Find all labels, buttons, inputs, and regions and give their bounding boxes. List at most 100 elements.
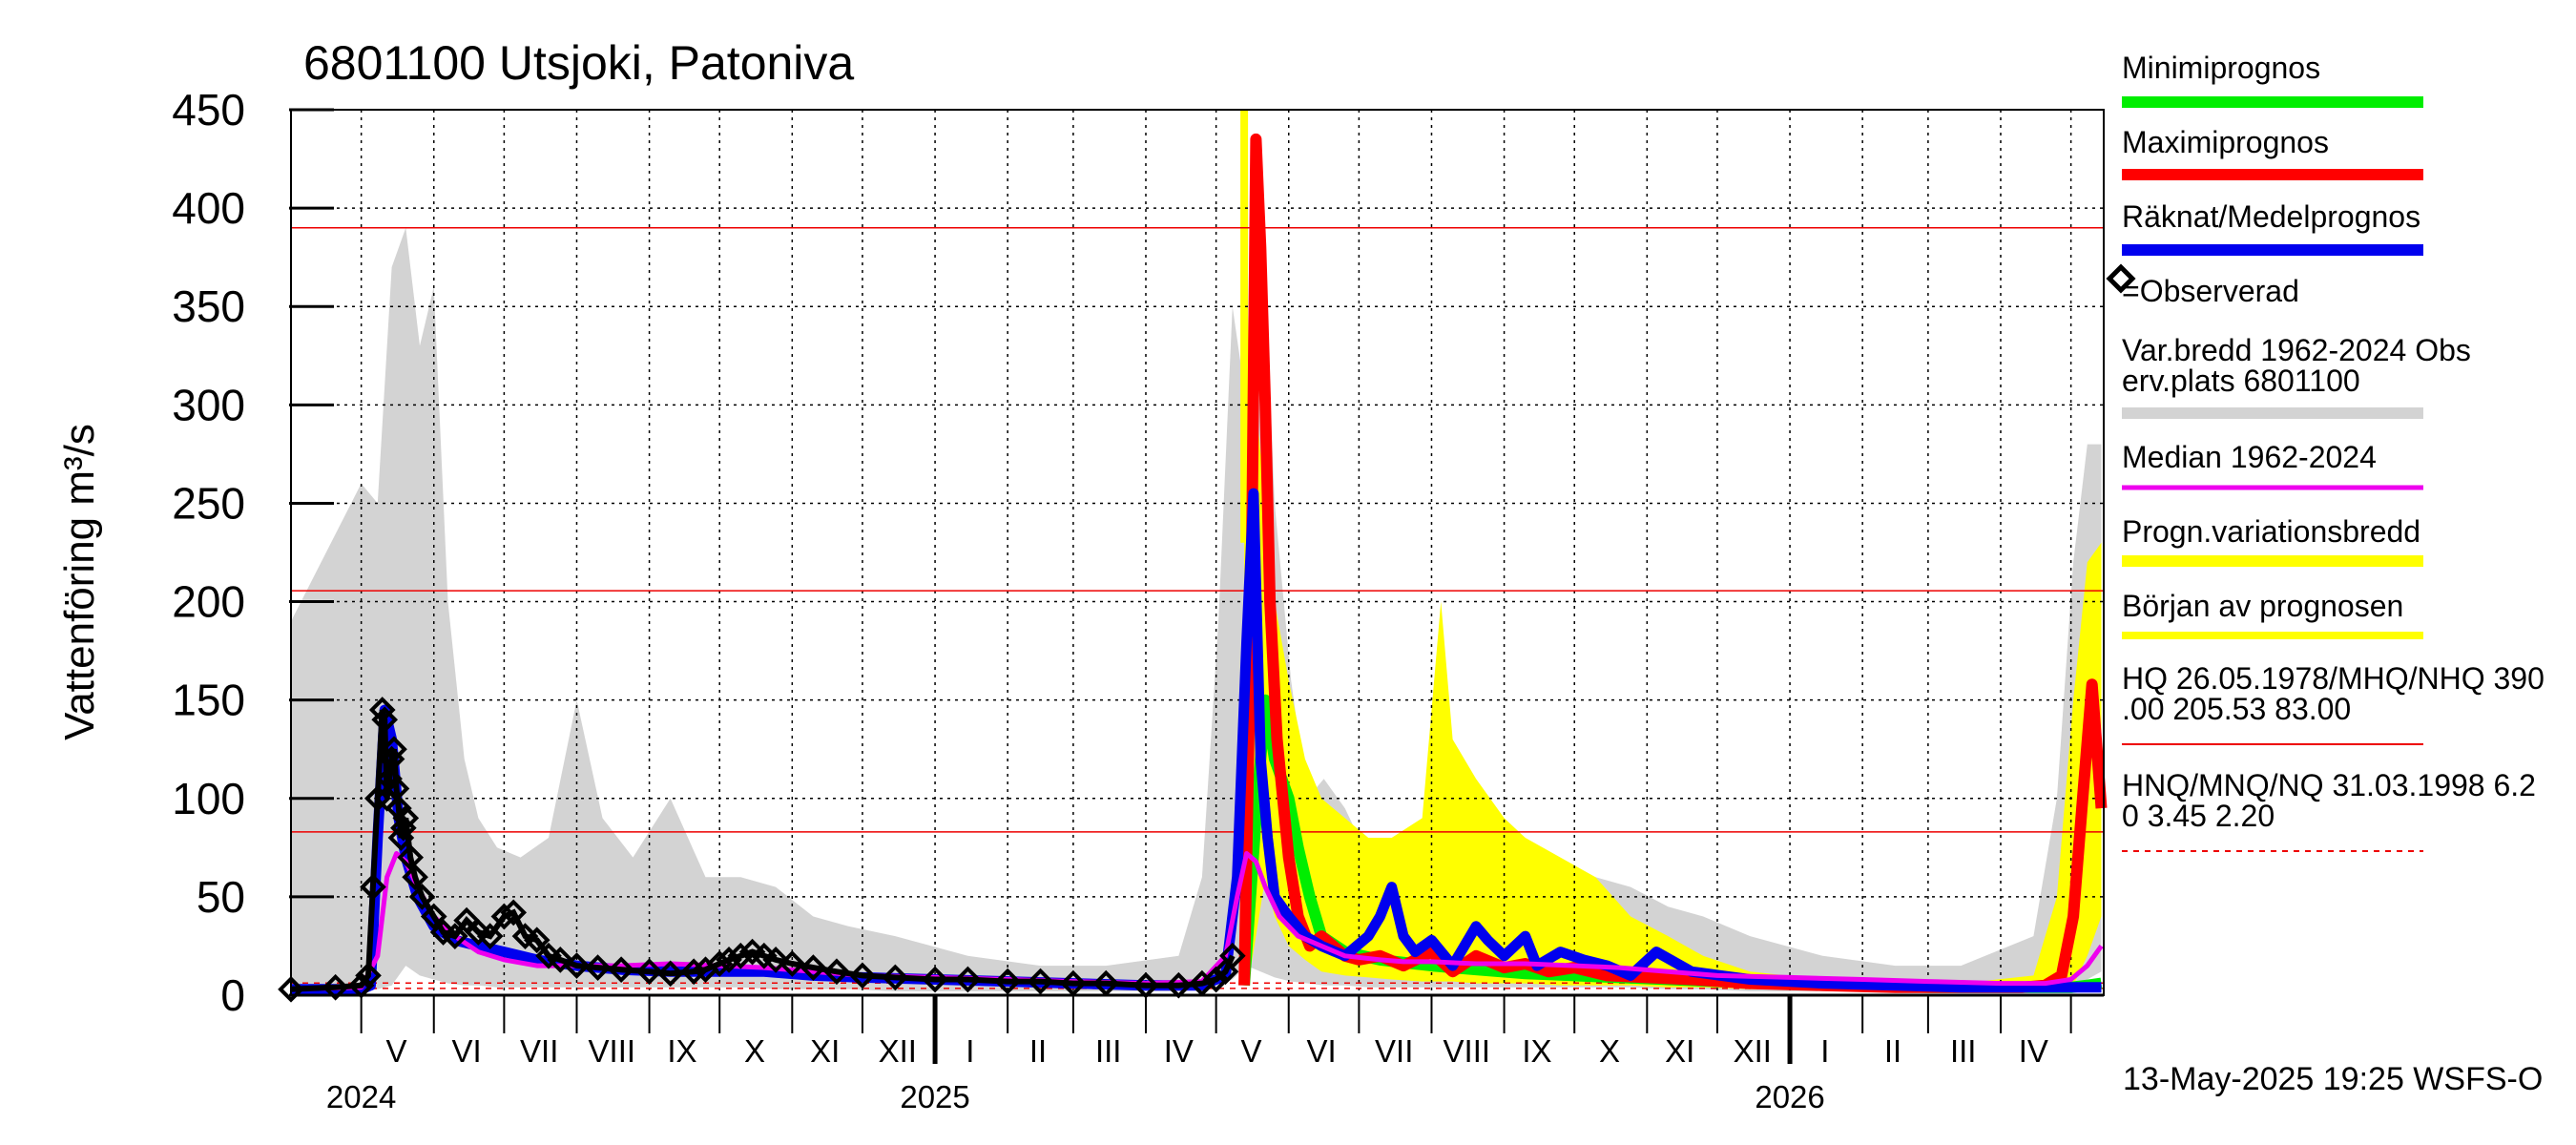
observed-point <box>381 736 407 763</box>
observed-point <box>779 950 806 977</box>
x-month-label: VI <box>1307 1033 1337 1069</box>
y-tick-label: 150 <box>172 676 245 725</box>
observed-point <box>523 926 551 954</box>
observed-point <box>402 864 428 891</box>
y-tick-label: 100 <box>172 774 245 823</box>
observed-point <box>392 804 420 832</box>
x-month-label: V <box>385 1033 406 1069</box>
y-tick-label: 250 <box>172 478 245 528</box>
observed-point <box>360 873 386 901</box>
observed-point <box>385 795 412 822</box>
observed-point <box>442 923 468 949</box>
observed-point <box>547 947 574 973</box>
observed-point <box>1202 966 1230 993</box>
x-month-label: III <box>1950 1033 1977 1069</box>
x-month-label: VIII <box>1444 1033 1491 1069</box>
legend-label: HNQ/MNQ/NQ 31.03.1998 6.2 <box>2122 768 2536 802</box>
footer-timestamp: 13-May-2025 19:25 WSFS-O <box>2123 1061 2543 1097</box>
x-month-label: XII <box>879 1033 917 1069</box>
y-tick-label: 350 <box>172 281 245 331</box>
observed-point <box>608 956 634 984</box>
x-month-label: IV <box>2019 1033 2048 1069</box>
y-tick-label: 50 <box>197 872 245 922</box>
legend-label: HQ 26.05.1978/MHQ/NHQ 390 <box>2122 661 2545 696</box>
observed-point <box>364 784 391 812</box>
x-month-label: I <box>1820 1033 1829 1069</box>
x-month-label: II <box>1884 1033 1901 1069</box>
observed-point <box>680 958 708 986</box>
legend-label: Var.bredd 1962-2024 Obs <box>2122 333 2471 367</box>
observed-point <box>762 947 789 973</box>
observed-point <box>278 975 304 1003</box>
x-month-label: VII <box>1375 1033 1413 1069</box>
legend-label: Minimiprognos <box>2122 51 2320 85</box>
observed-point <box>376 765 403 792</box>
grid-layer <box>291 109 2104 996</box>
legend-label: Progn.variationsbredd <box>2122 514 2420 549</box>
observed-point <box>420 903 447 930</box>
observed-point <box>371 706 399 734</box>
bands-layer <box>291 110 2102 991</box>
historical-range-band <box>291 168 2102 991</box>
legend: Minimiprognos Maximiprognos Räknat/Medelpr… <box>2106 51 2545 852</box>
legend-label: =Observerad <box>2122 274 2299 308</box>
observed-point <box>397 843 425 871</box>
observed-point <box>355 962 382 989</box>
observed-point <box>994 968 1021 995</box>
observed-point <box>922 966 948 993</box>
observed-point <box>476 923 504 949</box>
x-month-label: VIII <box>589 1033 636 1069</box>
legend-observed-marker <box>2106 263 2136 294</box>
observed-point <box>954 966 982 993</box>
x-month-label: IV <box>1164 1033 1194 1069</box>
chart-title: 6801100 Utsjoki, Patoniva <box>303 36 854 90</box>
legend-label-line2: 0 3.45 2.20 <box>2122 799 2275 833</box>
observed-point <box>800 954 827 981</box>
x-month-label: X <box>744 1033 765 1069</box>
observed-point <box>1218 942 1246 969</box>
observed-point <box>882 964 909 991</box>
observed-point <box>1027 968 1054 995</box>
observed-point <box>584 954 612 981</box>
x-month-label: IX <box>1522 1033 1551 1069</box>
observed-point <box>563 952 591 979</box>
legend-label: Början av prognosen <box>2122 589 2403 623</box>
y-axis-label: Vattenföring m³/s <box>56 424 103 740</box>
x-month-label: XI <box>1665 1033 1694 1069</box>
x-month-label: XII <box>1734 1033 1772 1069</box>
x-year-label: 2026 <box>1755 1079 1824 1114</box>
x-year-label: 2024 <box>326 1079 396 1114</box>
x-month-label: I <box>966 1033 974 1069</box>
legend-label-line2: erv.plats 6801100 <box>2122 364 2360 398</box>
legend-label: Median 1962-2024 <box>2122 440 2377 474</box>
y-tick-label: 300 <box>172 380 245 429</box>
observed-point <box>500 899 528 926</box>
median-line <box>290 851 2104 992</box>
observed-point <box>716 947 742 973</box>
legend-label: Maximiprognos <box>2122 125 2329 159</box>
observed-point <box>635 958 663 986</box>
x-month-label: V <box>1240 1033 1261 1069</box>
observed-point <box>322 973 349 1001</box>
y-tick-label: 200 <box>172 577 245 627</box>
observed-point <box>656 960 684 988</box>
observed-point <box>849 962 876 989</box>
x-month-label: IX <box>667 1033 696 1069</box>
y-tick-label: 400 <box>172 183 245 233</box>
y-tick-label: 450 <box>172 85 245 135</box>
observed-point <box>727 942 755 969</box>
observed-point <box>408 884 436 910</box>
x-month-label: XI <box>810 1033 840 1069</box>
x-year-label: 2025 <box>900 1079 969 1114</box>
forecast-range-band <box>1244 110 2102 991</box>
observed-point <box>823 958 850 986</box>
x-month-label: X <box>1599 1033 1620 1069</box>
x-month-label: VII <box>520 1033 558 1069</box>
x-month-label: VI <box>452 1033 482 1069</box>
x-month-label: II <box>1029 1033 1047 1069</box>
observed-point <box>368 697 396 723</box>
legend-label-line2: .00 205.53 83.00 <box>2122 692 2351 726</box>
x-month-label: III <box>1095 1033 1122 1069</box>
